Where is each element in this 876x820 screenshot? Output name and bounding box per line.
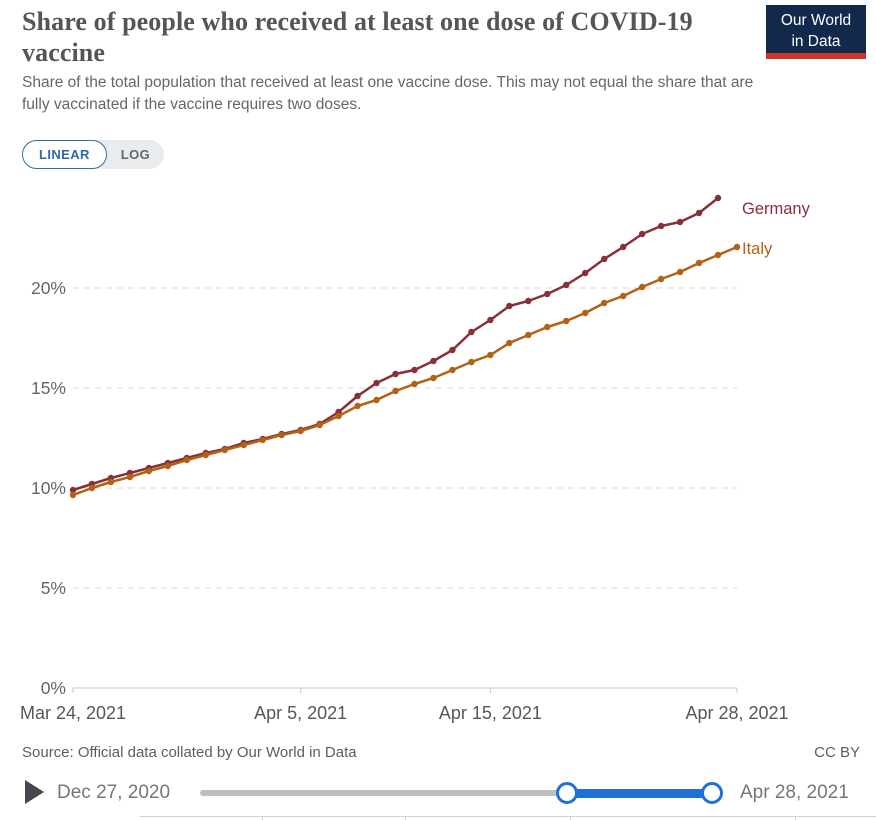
data-point-italy[interactable] bbox=[88, 484, 96, 492]
timeline-track[interactable] bbox=[200, 790, 712, 796]
data-point-germany[interactable] bbox=[506, 302, 513, 310]
data-point-germany[interactable] bbox=[582, 269, 589, 277]
owid-logo-line2: in Data bbox=[791, 32, 841, 50]
timeline-end-handle[interactable] bbox=[701, 782, 723, 804]
data-point-italy[interactable] bbox=[638, 283, 646, 291]
page-title: Share of people who received at least on… bbox=[22, 7, 693, 68]
data-point-italy[interactable] bbox=[430, 374, 437, 382]
y-tick-label: 15% bbox=[31, 378, 66, 398]
data-point-italy[interactable] bbox=[714, 251, 722, 259]
x-tick-label: Apr 5, 2021 bbox=[254, 703, 347, 723]
series-label-italy[interactable]: Italy bbox=[742, 240, 773, 258]
data-point-germany[interactable] bbox=[487, 316, 494, 324]
x-tick-label: Apr 28, 2021 bbox=[685, 703, 788, 723]
data-point-italy[interactable] bbox=[183, 456, 191, 464]
timeline-start-date: Dec 27, 2020 bbox=[57, 782, 171, 803]
data-point-italy[interactable] bbox=[695, 259, 703, 267]
data-point-italy[interactable] bbox=[164, 462, 172, 470]
y-tick-label: 20% bbox=[31, 278, 66, 298]
data-point-italy[interactable] bbox=[335, 412, 342, 420]
linear-scale-button[interactable]: LINEAR bbox=[22, 140, 107, 169]
data-point-italy[interactable] bbox=[449, 366, 456, 374]
license-text[interactable]: CC BY bbox=[814, 744, 860, 761]
data-point-italy[interactable] bbox=[601, 299, 608, 307]
series-label-germany[interactable]: Germany bbox=[742, 200, 811, 218]
data-point-italy[interactable] bbox=[411, 380, 418, 388]
data-point-germany[interactable] bbox=[69, 486, 77, 494]
data-point-italy[interactable] bbox=[354, 402, 361, 410]
series-line-germany[interactable] bbox=[71, 196, 720, 492]
data-point-italy[interactable] bbox=[657, 275, 665, 283]
play-icon[interactable] bbox=[25, 780, 44, 804]
data-point-italy[interactable] bbox=[107, 478, 115, 486]
data-point-italy[interactable] bbox=[240, 441, 247, 449]
scale-toggle: LINEAR LOG bbox=[22, 140, 165, 169]
data-point-italy[interactable] bbox=[676, 268, 684, 276]
y-tick-label: 5% bbox=[41, 578, 66, 598]
data-point-germany[interactable] bbox=[601, 255, 608, 263]
timeline-controls: Dec 27, 2020 Apr 28, 2021 bbox=[0, 776, 876, 812]
data-point-italy[interactable] bbox=[297, 427, 304, 435]
timeline-active-range[interactable] bbox=[567, 788, 712, 798]
data-point-germany[interactable] bbox=[657, 222, 665, 230]
y-tick-label: 10% bbox=[31, 478, 66, 498]
vaccine-line-chart: 0% 5% 10% 15% 20% Mar 24, 2021 Apr 5, 2021 Apr … bbox=[20, 194, 811, 723]
data-point-germany[interactable] bbox=[392, 370, 399, 378]
data-point-germany[interactable] bbox=[449, 346, 456, 354]
y-tick-label: 0% bbox=[41, 678, 66, 698]
data-point-germany[interactable] bbox=[638, 230, 646, 238]
data-point-germany[interactable] bbox=[676, 218, 684, 226]
x-tick-label: Apr 15, 2021 bbox=[439, 703, 542, 723]
data-point-italy[interactable] bbox=[69, 491, 77, 499]
data-point-germany[interactable] bbox=[525, 297, 532, 305]
data-point-italy[interactable] bbox=[126, 473, 134, 481]
timeline-start-handle[interactable] bbox=[556, 782, 578, 804]
data-point-italy[interactable] bbox=[468, 358, 475, 366]
data-point-germany[interactable] bbox=[714, 194, 722, 202]
data-point-germany[interactable] bbox=[354, 392, 361, 400]
data-point-italy[interactable] bbox=[316, 421, 323, 429]
data-point-germany[interactable] bbox=[411, 366, 418, 374]
data-point-italy[interactable] bbox=[259, 436, 266, 444]
series-line-italy[interactable] bbox=[71, 245, 739, 497]
data-point-italy[interactable] bbox=[487, 351, 494, 359]
data-point-italy[interactable] bbox=[392, 387, 399, 395]
source-text[interactable]: Source: Official data collated by Our Wo… bbox=[22, 744, 357, 761]
timeline-end-date: Apr 28, 2021 bbox=[740, 782, 849, 803]
data-point-italy[interactable] bbox=[145, 467, 153, 475]
data-point-germany[interactable] bbox=[430, 357, 437, 365]
data-point-germany[interactable] bbox=[619, 243, 627, 251]
data-point-italy[interactable] bbox=[733, 243, 741, 251]
data-point-germany[interactable] bbox=[468, 328, 475, 336]
owid-logo-line1: Our World bbox=[780, 12, 852, 29]
owid-logo[interactable]: Our World in Data bbox=[766, 5, 866, 59]
data-point-italy[interactable] bbox=[582, 309, 589, 317]
footer-row: Source: Official data collated by Our Wo… bbox=[22, 744, 860, 761]
data-point-germany[interactable] bbox=[544, 290, 551, 298]
data-point-germany[interactable] bbox=[563, 281, 570, 289]
x-tick-label: Mar 24, 2021 bbox=[20, 703, 126, 723]
data-point-italy[interactable] bbox=[221, 446, 228, 454]
data-point-italy[interactable] bbox=[619, 292, 627, 300]
data-point-germany[interactable] bbox=[373, 379, 380, 387]
data-point-germany[interactable] bbox=[695, 209, 703, 217]
data-point-italy[interactable] bbox=[202, 451, 209, 459]
data-point-italy[interactable] bbox=[373, 396, 380, 404]
log-scale-button[interactable]: LOG bbox=[120, 147, 151, 162]
data-point-italy[interactable] bbox=[506, 339, 513, 347]
data-point-italy[interactable] bbox=[544, 323, 551, 331]
data-point-italy[interactable] bbox=[563, 317, 570, 325]
data-point-italy[interactable] bbox=[525, 331, 532, 339]
data-point-italy[interactable] bbox=[278, 431, 285, 439]
bottom-tabs-partial[interactable] bbox=[140, 816, 876, 820]
chart-subtitle: Share of the total population that recei… bbox=[22, 74, 754, 113]
